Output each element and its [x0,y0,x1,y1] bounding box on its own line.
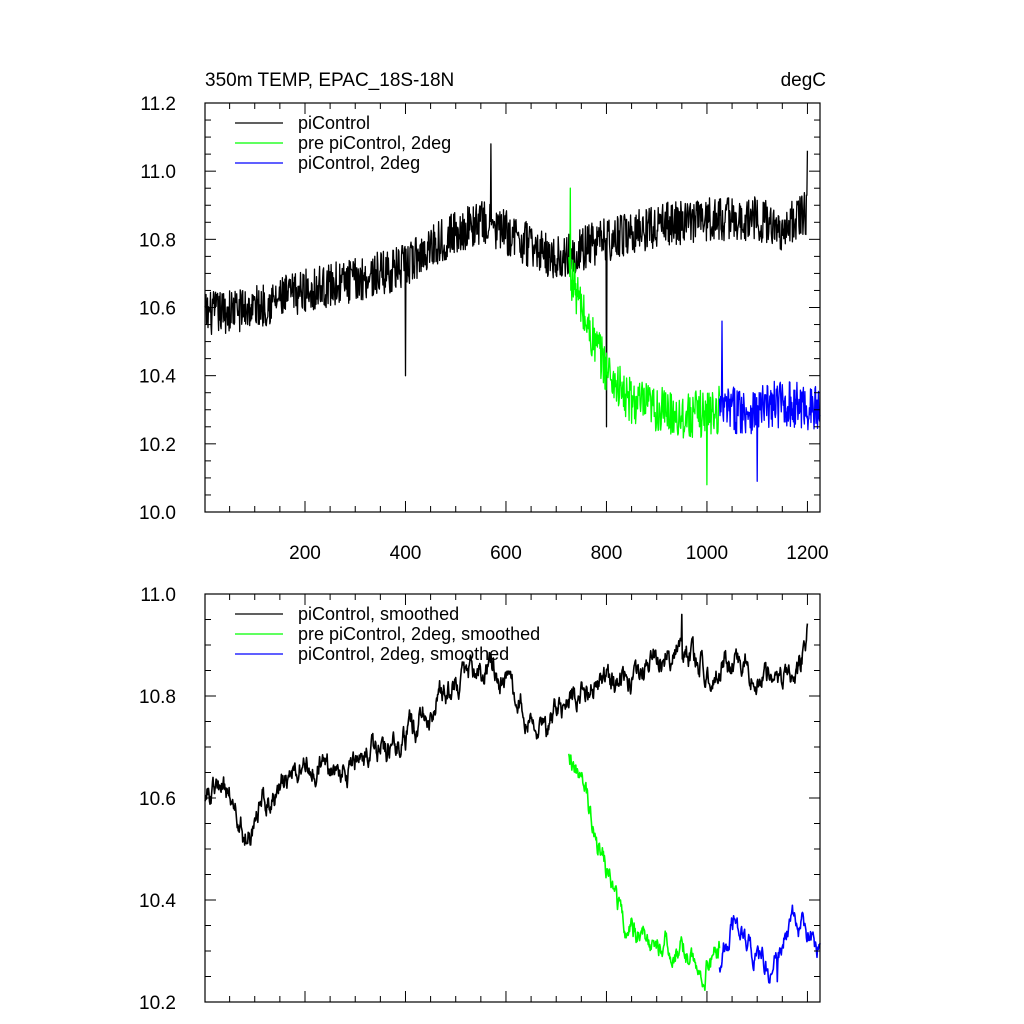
x-tick-label: 1200 [786,543,828,564]
y-tick-label: 10.4 [139,891,176,912]
y-tick-label: 11.0 [140,585,176,606]
legend-label: piControl [298,113,370,133]
y-tick-label: 10.2 [139,993,176,1014]
y-tick-label: 11.2 [140,94,176,115]
series-line-2 [568,753,721,992]
series-line-2 [568,187,721,486]
x-tick-label: 400 [390,543,422,564]
top-panel: 350m TEMP, EPAC_18S-18N degC 200 400 600 80… [139,70,829,564]
y-tick-label: 10.8 [139,687,176,708]
series-line-3 [718,320,821,482]
legend-label: piControl, 2deg, smoothed [298,644,509,664]
chart-title: 350m TEMP, EPAC_18S-18N [205,70,454,91]
legend-label: pre piControl, 2deg, smoothed [298,624,540,644]
legend-label: piControl, smoothed [298,604,459,624]
legend-label: pre piControl, 2deg [298,133,451,153]
y-tick-label: 10.0 [139,503,176,524]
x-tick-label: 800 [591,543,623,564]
series-line-1 [204,613,809,846]
y-tick-label: 10.6 [139,789,176,810]
series-line-3 [718,904,821,984]
x-tick-label: 1000 [686,543,728,564]
y-tick-label: 10.2 [139,435,176,456]
y-tick-label: 10.6 [139,299,176,320]
y-tick-label: 10.4 [139,367,176,388]
y-tick-label: 10.8 [139,230,176,251]
legend-label: piControl, 2deg [298,153,420,173]
y-tick-label: 11.0 [140,162,176,183]
units-label: degC [781,70,826,91]
series-line-1 [204,143,809,428]
x-tick-label: 600 [490,543,522,564]
x-tick-label: 200 [289,543,321,564]
